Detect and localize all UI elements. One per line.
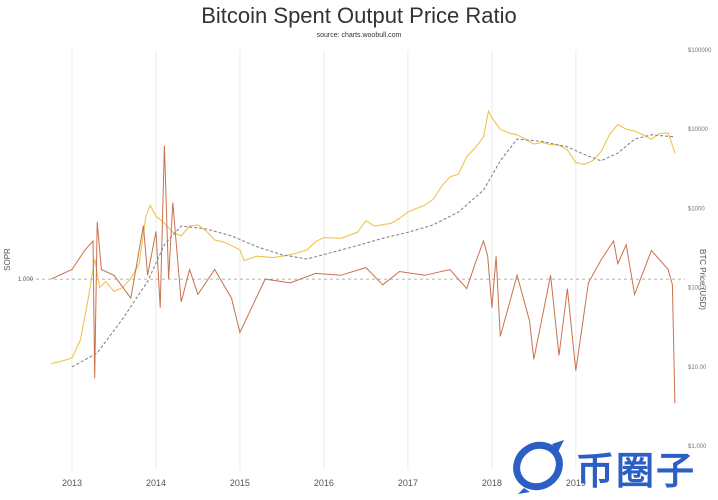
chart-subtitle: source: charts.woobull.com	[316, 32, 402, 39]
chart-title: Bitcoin Spent Output Price Ratio	[201, 3, 517, 28]
btc-price-line	[50, 109, 676, 365]
price-tick-label: $100000	[688, 48, 712, 54]
y-axis-title-right: BTC Price (USD)	[697, 249, 707, 310]
price-tick-label: $1000	[688, 206, 705, 212]
x-tick-label: 2013	[62, 478, 82, 488]
price-average-line	[71, 134, 675, 368]
x-tick-label: 2016	[314, 478, 334, 488]
x-tick-label: 2015	[230, 478, 250, 488]
sopr-tick-label: 1.000	[18, 277, 34, 283]
y-axis-title-left: SOPR	[2, 248, 12, 271]
price-tick-label: $100.0	[688, 286, 707, 292]
price-tick-label: $10.00	[688, 365, 707, 371]
watermark-text: 币圈子	[576, 449, 697, 493]
x-tick-label: 2014	[146, 478, 166, 488]
x-tick-label: 2017	[398, 478, 418, 488]
sopr-series-line	[50, 145, 676, 404]
watermark-logo: 币圈子	[508, 436, 718, 496]
price-tick-label: $1.000	[688, 444, 707, 450]
price-tick-label: $10000	[688, 127, 709, 133]
logo-mark-icon	[513, 440, 564, 494]
x-tick-label: 2019	[566, 478, 586, 488]
x-tick-label: 2018	[482, 478, 502, 488]
